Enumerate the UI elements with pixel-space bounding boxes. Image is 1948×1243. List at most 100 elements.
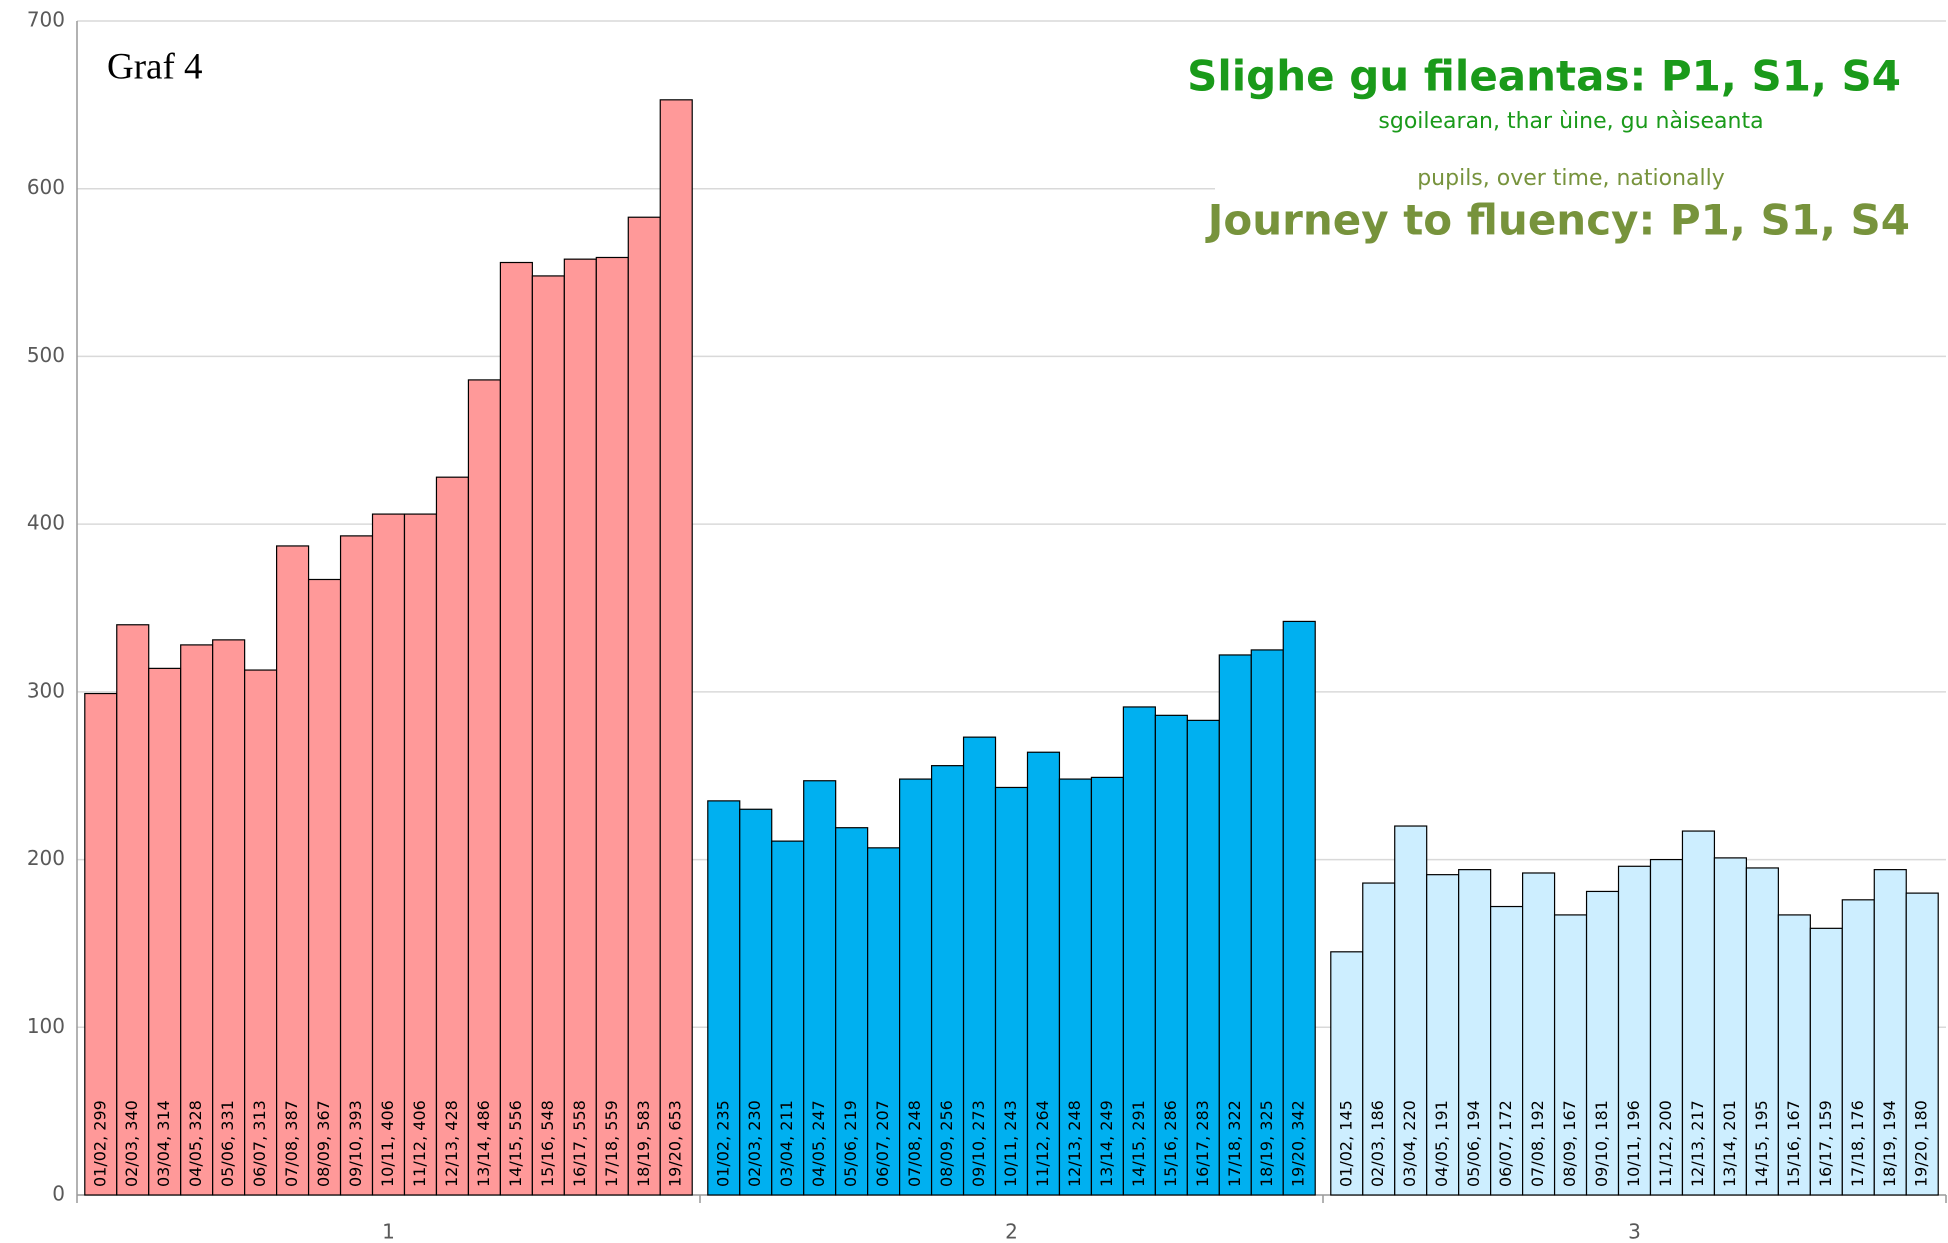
value-label: 16/17, 283 xyxy=(1193,1100,1212,1187)
bar xyxy=(867,847,901,1196)
value-label: 10/11, 196 xyxy=(1624,1100,1643,1187)
value-label: 08/09, 367 xyxy=(314,1100,333,1187)
value-label: 17/18, 559 xyxy=(602,1100,621,1187)
bar xyxy=(1394,825,1428,1196)
bar xyxy=(659,99,693,1196)
value-label: 04/05, 191 xyxy=(1432,1100,1451,1187)
bar xyxy=(899,778,933,1196)
value-label: 10/11, 406 xyxy=(378,1100,397,1187)
bar xyxy=(1649,858,1684,1196)
bar xyxy=(962,736,997,1196)
bar xyxy=(1026,751,1061,1196)
bar xyxy=(627,216,661,1196)
bar xyxy=(212,639,246,1196)
bar xyxy=(371,513,406,1196)
value-label: 13/14, 486 xyxy=(474,1100,493,1187)
value-label: 05/06, 194 xyxy=(1464,1100,1483,1187)
value-label: 01/02, 299 xyxy=(90,1100,109,1187)
bar xyxy=(467,379,501,1196)
value-label: 15/16, 167 xyxy=(1784,1100,1803,1187)
value-label: 02/03, 340 xyxy=(122,1100,141,1187)
bar xyxy=(84,692,118,1196)
value-label: 18/19, 325 xyxy=(1257,1100,1276,1187)
value-label: 12/13, 217 xyxy=(1688,1100,1707,1187)
x-tick-label: 1 xyxy=(382,1220,395,1243)
value-label: 07/08, 192 xyxy=(1528,1100,1547,1187)
value-label: 18/19, 194 xyxy=(1880,1100,1899,1187)
bar xyxy=(1154,714,1188,1196)
value-label: 13/14, 249 xyxy=(1097,1100,1116,1187)
bar xyxy=(1490,905,1524,1196)
x-tick-label: 3 xyxy=(1628,1220,1641,1243)
bar xyxy=(339,535,374,1196)
bar xyxy=(1250,649,1284,1196)
y-tick-label: 400 xyxy=(27,511,65,535)
value-label: 12/13, 428 xyxy=(442,1100,461,1187)
bar xyxy=(1362,882,1396,1196)
value-label: 11/12, 264 xyxy=(1033,1100,1052,1187)
value-label: 17/18, 322 xyxy=(1225,1100,1244,1187)
value-label: 14/15, 291 xyxy=(1129,1100,1148,1187)
value-label: 17/18, 176 xyxy=(1848,1100,1867,1187)
y-tick-label: 500 xyxy=(27,343,65,367)
bar xyxy=(1458,869,1492,1196)
value-label: 16/17, 159 xyxy=(1816,1100,1835,1187)
bar xyxy=(595,256,629,1196)
value-label: 08/09, 167 xyxy=(1560,1100,1579,1187)
value-label: 05/06, 219 xyxy=(841,1100,860,1187)
y-tick-label: 0 xyxy=(52,1182,65,1206)
value-label: 07/08, 248 xyxy=(905,1100,924,1187)
value-label: 14/15, 556 xyxy=(506,1100,525,1187)
value-label: 13/14, 201 xyxy=(1720,1100,1739,1187)
bar xyxy=(1585,890,1620,1196)
title-background xyxy=(1215,30,1948,260)
bar xyxy=(435,476,470,1196)
value-label: 19/20, 342 xyxy=(1289,1100,1308,1187)
bar xyxy=(1681,830,1716,1196)
bar xyxy=(707,800,741,1196)
y-tick-label: 100 xyxy=(27,1014,65,1038)
bar xyxy=(1218,654,1252,1196)
bar xyxy=(771,840,805,1196)
value-label: 04/05, 247 xyxy=(809,1100,828,1187)
bar xyxy=(1713,857,1747,1196)
bar xyxy=(116,624,150,1196)
value-label: 09/10, 181 xyxy=(1592,1100,1611,1187)
value-label: 07/08, 387 xyxy=(282,1100,301,1187)
bar xyxy=(739,808,773,1196)
value-label: 15/16, 286 xyxy=(1161,1100,1180,1187)
x-tick-label: 2 xyxy=(1005,1220,1018,1243)
value-label: 04/05, 328 xyxy=(186,1100,205,1187)
value-label: 18/19, 583 xyxy=(634,1100,653,1187)
bars: 01/02, 299 02/03, 340 03/04, 314 04/05, 328… xyxy=(84,99,1939,1196)
value-label: 09/10, 393 xyxy=(346,1100,365,1187)
bar xyxy=(1282,620,1316,1196)
value-label: 06/07, 172 xyxy=(1496,1100,1515,1187)
value-label: 11/12, 200 xyxy=(1656,1100,1675,1187)
bar xyxy=(1809,927,1843,1196)
bar xyxy=(403,513,438,1196)
value-label: 11/12, 406 xyxy=(410,1100,429,1187)
chart-title: Slighe gu fileantas: P1, S1, S4 xyxy=(1187,52,1901,101)
bar xyxy=(1873,869,1907,1196)
bar xyxy=(563,258,597,1196)
bar xyxy=(499,261,533,1196)
bar xyxy=(930,765,965,1196)
chart-subtitle-en: pupils, over time, nationally xyxy=(1417,166,1725,191)
y-tick-label: 700 xyxy=(27,8,65,32)
y-tick-label: 200 xyxy=(27,846,65,870)
value-label: 02/03, 186 xyxy=(1368,1100,1387,1187)
value-label: 05/06, 331 xyxy=(218,1100,237,1187)
value-label: 09/10, 273 xyxy=(969,1100,988,1187)
value-label: 12/13, 248 xyxy=(1065,1100,1084,1187)
value-label: 19/20, 653 xyxy=(666,1100,685,1187)
bar xyxy=(1553,914,1588,1196)
bar xyxy=(1090,776,1124,1196)
chart-title-en: Journey to fluency: P1, S1, S4 xyxy=(1205,196,1910,245)
bar xyxy=(148,667,182,1196)
bar xyxy=(1617,865,1652,1196)
bar xyxy=(803,780,837,1196)
bar xyxy=(276,545,310,1196)
corner-label: Graf 4 xyxy=(107,46,203,87)
